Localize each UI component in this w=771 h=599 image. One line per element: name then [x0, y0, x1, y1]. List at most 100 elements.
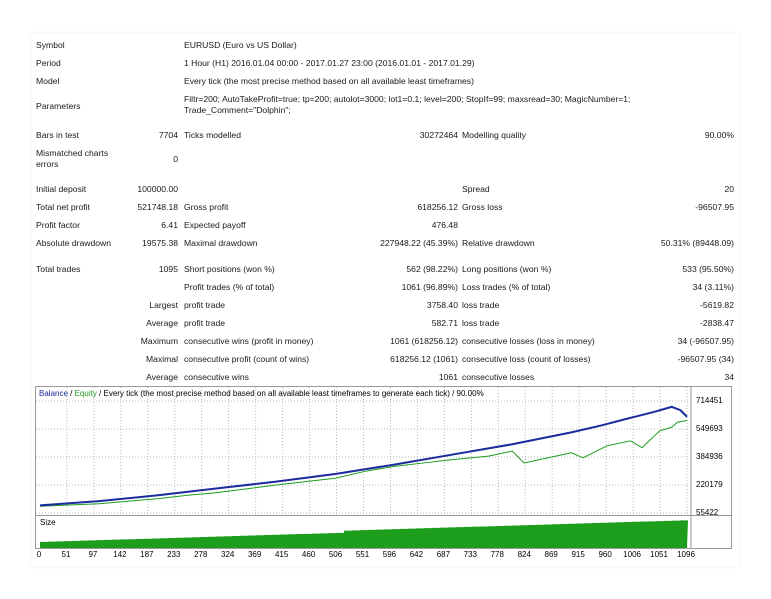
- gross-profit-value: 618256.12: [417, 202, 458, 212]
- bars-label: Bars in test: [36, 130, 79, 140]
- net-profit-label: Total net profit: [36, 202, 90, 212]
- x-tick-label: 642: [409, 550, 424, 559]
- avg-wins-label: consecutive wins: [184, 372, 249, 382]
- short-positions-label: Short positions (won %): [184, 264, 275, 274]
- spread-label: Spread: [462, 184, 490, 194]
- largest-profit-value: 3758.40: [426, 300, 458, 310]
- max-wins-value: 1061 (618256.12): [390, 336, 458, 346]
- long-positions-label: Long positions (won %): [462, 264, 552, 274]
- balance-series-line: [39, 405, 688, 507]
- x-tick-label: 415: [274, 550, 289, 559]
- initial-deposit-label: Initial deposit: [36, 184, 87, 194]
- parameters-label: Parameters: [36, 101, 81, 111]
- initial-deposit-value: 100000.00: [137, 184, 178, 194]
- equity-series-line: [39, 419, 688, 507]
- bars-value: 7704: [158, 130, 178, 140]
- chart-title: Balance / Equity / Every tick (the most …: [39, 389, 484, 398]
- avg-losses-label: consecutive losses: [462, 372, 535, 382]
- ticks-label: Ticks modelled: [184, 130, 241, 140]
- long-positions-value: 533 (95.50%): [682, 264, 734, 274]
- expected-payoff-value: 476.48: [431, 220, 458, 230]
- short-positions-value: 562 (98.22%): [406, 264, 458, 274]
- net-profit-value: 521748.18: [137, 202, 178, 212]
- x-tick-label: 1096: [677, 550, 695, 559]
- x-tick-label: 324: [221, 550, 235, 559]
- average-profit-value: 582.71: [431, 318, 458, 328]
- max-losses-label: consecutive losses (loss in money): [462, 336, 595, 346]
- x-tick-label: 687: [436, 550, 451, 559]
- average-profit-label: profit trade: [184, 318, 226, 328]
- maximal-label: Maximal: [146, 354, 178, 364]
- balance-chart-plot: [36, 387, 692, 515]
- size-bars: [40, 520, 688, 548]
- average-loss-label: loss trade: [462, 318, 500, 328]
- quality-label: Modelling quality: [462, 130, 527, 140]
- largest-loss-label: loss trade: [462, 300, 500, 310]
- x-tick-label: 233: [167, 550, 181, 559]
- y-tick-label: 714451: [696, 396, 723, 405]
- size-panel: Size: [35, 515, 732, 549]
- loss-trades-value: 34 (3.11%): [692, 282, 734, 292]
- largest-profit-label: profit trade: [184, 300, 226, 310]
- max-drawdown-label: Maximal drawdown: [184, 238, 258, 248]
- x-tick-label: 1051: [650, 550, 668, 559]
- chart-title-sep: /: [67, 389, 75, 398]
- x-tick-label: 915: [571, 550, 585, 559]
- profit-trades-value: 1061 (96.89%): [401, 282, 458, 292]
- parameters-line-1: Filtr=200; AutoTakeProfit=true; tp=200; …: [184, 94, 631, 104]
- chart-title-equity: Equity: [74, 389, 97, 398]
- mismatch-value: 0: [173, 154, 178, 164]
- balance-chart: Balance / Equity / Every tick (the most …: [35, 386, 732, 517]
- average-loss-value: -2838.47: [700, 318, 734, 328]
- largest-loss-value: -5619.82: [700, 300, 734, 310]
- x-tick-label: 97: [88, 550, 98, 559]
- x-tick-label: 142: [113, 550, 127, 559]
- maximal-loss-label: consecutive loss (count of losses): [462, 354, 591, 364]
- total-trades-value: 1095: [158, 264, 178, 274]
- quality-value: 90.00%: [704, 130, 734, 140]
- x-tick-label: 869: [544, 550, 558, 559]
- max-wins-label: consecutive wins (profit in money): [184, 336, 314, 346]
- y-tick-label: 384936: [696, 452, 723, 461]
- largest-label: Largest: [149, 300, 178, 310]
- x-tick-label: 1006: [623, 550, 641, 559]
- maximal-profit-label: consecutive profit (count of wins): [184, 354, 310, 364]
- x-tick-label: 51: [61, 550, 71, 559]
- maximal-loss-value: -96507.95 (34): [677, 354, 734, 364]
- symbol-value: EURUSD (Euro vs US Dollar): [184, 40, 297, 50]
- profit-factor-label: Profit factor: [36, 220, 80, 230]
- expected-payoff-label: Expected payoff: [184, 220, 246, 230]
- model-value: Every tick (the most precise method base…: [184, 76, 474, 86]
- x-tick-label: 824: [517, 550, 531, 559]
- symbol-label: Symbol: [36, 40, 65, 50]
- total-trades-label: Total trades: [36, 264, 81, 274]
- spread-value: 20: [724, 184, 734, 194]
- ticks-value: 30272464: [419, 130, 458, 140]
- x-tick-label: 187: [140, 550, 154, 559]
- maximum-label: Maximum: [140, 336, 178, 346]
- size-label: Size: [40, 518, 56, 527]
- rel-drawdown-value: 50.31% (89448.09): [660, 238, 734, 248]
- gross-loss-label: Gross loss: [462, 202, 503, 212]
- max-losses-value: 34 (-96507.95): [677, 336, 734, 346]
- mismatch-label-1: Mismatched charts: [36, 148, 109, 158]
- gross-profit-label: Gross profit: [184, 202, 229, 212]
- model-label: Model: [36, 76, 60, 86]
- x-tick-label: 460: [301, 550, 316, 559]
- chart-title-rest: / Every tick (the most precise method ba…: [96, 389, 484, 398]
- y-tick-label: 55422: [696, 508, 719, 517]
- abs-drawdown-value: 19575.38: [142, 238, 178, 248]
- max-drawdown-value: 227948.22 (45.39%): [380, 238, 458, 248]
- gross-loss-value: -96507.95: [695, 202, 734, 212]
- x-tick-label: 369: [247, 550, 262, 559]
- x-tick-label: 596: [382, 550, 397, 559]
- average-label: Average: [146, 318, 178, 328]
- x-tick-label: 960: [598, 550, 612, 559]
- period-value: 1 Hour (H1) 2016.01.04 00:00 - 2017.01.2…: [184, 58, 475, 68]
- loss-trades-label: Loss trades (% of total): [462, 282, 551, 292]
- abs-drawdown-label: Absolute drawdown: [36, 238, 112, 248]
- rel-drawdown-label: Relative drawdown: [462, 238, 535, 248]
- x-tick-label: 551: [355, 550, 370, 559]
- x-tick-label: 733: [463, 550, 478, 559]
- size-histogram: [40, 516, 692, 548]
